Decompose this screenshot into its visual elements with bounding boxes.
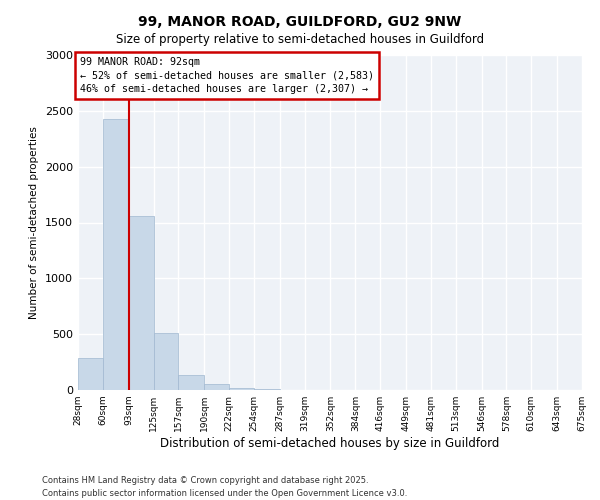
- Bar: [154, 333, 178, 390]
- Bar: [78, 358, 103, 390]
- Bar: [178, 375, 204, 390]
- Bar: [254, 389, 280, 390]
- Bar: [229, 388, 254, 390]
- Y-axis label: Number of semi-detached properties: Number of semi-detached properties: [29, 126, 40, 319]
- Bar: [128, 216, 154, 390]
- Bar: [103, 118, 128, 390]
- X-axis label: Distribution of semi-detached houses by size in Guildford: Distribution of semi-detached houses by …: [160, 437, 500, 450]
- Text: Size of property relative to semi-detached houses in Guildford: Size of property relative to semi-detach…: [116, 32, 484, 46]
- Bar: [204, 384, 229, 390]
- Text: 99, MANOR ROAD, GUILDFORD, GU2 9NW: 99, MANOR ROAD, GUILDFORD, GU2 9NW: [139, 15, 461, 29]
- Text: 99 MANOR ROAD: 92sqm
← 52% of semi-detached houses are smaller (2,583)
46% of se: 99 MANOR ROAD: 92sqm ← 52% of semi-detac…: [80, 57, 374, 94]
- Text: Contains HM Land Registry data © Crown copyright and database right 2025.
Contai: Contains HM Land Registry data © Crown c…: [42, 476, 407, 498]
